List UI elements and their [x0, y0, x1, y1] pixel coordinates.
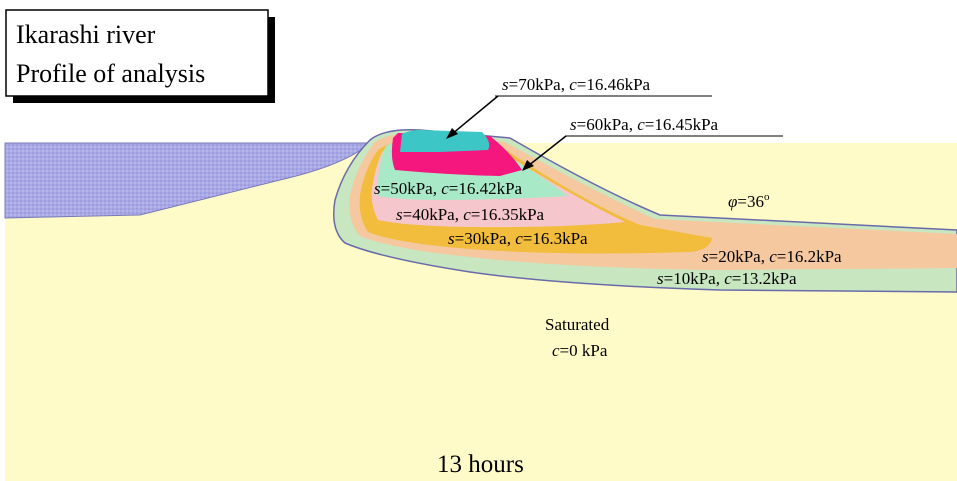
zone-label-s20: s=20kPa, c=16.2kPa	[702, 247, 842, 266]
svg-text:s=60kPa, c=16.45kPa: s=60kPa, c=16.45kPa	[570, 115, 719, 134]
leader-arrow-s60	[527, 135, 567, 167]
svg-text:s=70kPa, c=16.46kPa: s=70kPa, c=16.46kPa	[502, 75, 651, 94]
zone-label-s10: s=10kPa, c=13.2kPa	[657, 269, 797, 288]
zone-label-s70: s=70kPa, c=16.46kPa	[446, 75, 712, 139]
leader-arrow-s70	[451, 95, 499, 135]
zone-label-s60: s=60kPa, c=16.45kPa	[522, 115, 783, 171]
friction-angle-label: φ=36o	[728, 191, 770, 211]
saturated-label: Saturated	[545, 315, 610, 334]
title-line-2: Profile of analysis	[16, 59, 205, 88]
zone-label-s40: s=40kPa, c=16.35kPa	[396, 205, 545, 224]
elapsed-time-label: 13 hours	[437, 451, 524, 478]
zone-s70	[400, 130, 490, 152]
zone-label-s30: s=30kPa, c=16.3kPa	[448, 229, 588, 248]
saturated-cohesion-label: c=0 kPa	[552, 341, 608, 360]
title-box	[5, 9, 269, 97]
title-line-1: Ikarashi river	[16, 20, 156, 49]
zone-label-s50: s=50kPa, c=16.42kPa	[374, 179, 523, 198]
